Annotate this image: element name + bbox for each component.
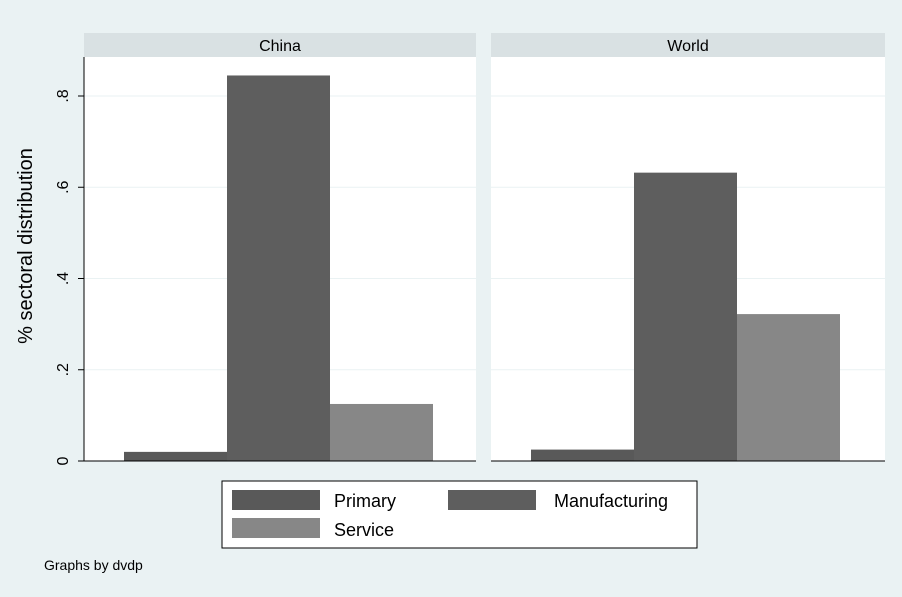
panel-title: China bbox=[259, 38, 301, 55]
panel-header bbox=[491, 33, 885, 57]
bar-primary bbox=[531, 449, 634, 461]
y-axis: 0 .2 .4 .6 .8 bbox=[55, 89, 84, 465]
legend-swatch bbox=[448, 490, 536, 510]
panel-world: World bbox=[491, 33, 885, 462]
panel-title: World bbox=[667, 38, 709, 55]
legend-swatch bbox=[232, 518, 320, 538]
y-axis-title: % sectoral distribution bbox=[15, 148, 37, 344]
bar-service bbox=[737, 314, 840, 461]
y-tick-label: .4 bbox=[55, 272, 72, 285]
bar-service bbox=[330, 403, 433, 461]
legend: Primary Manufacturing Service bbox=[221, 480, 698, 549]
y-tick-label: .2 bbox=[55, 363, 72, 376]
bar-manufacturing bbox=[634, 172, 737, 461]
legend-label: Service bbox=[334, 520, 394, 540]
panel-header bbox=[84, 33, 476, 57]
legend-label: Manufacturing bbox=[554, 491, 668, 511]
legend-label: Primary bbox=[334, 491, 396, 511]
legend-item-service: Service bbox=[232, 518, 394, 540]
legend-item-primary: Primary bbox=[232, 490, 396, 511]
legend-item-manufacturing: Manufacturing bbox=[448, 490, 668, 511]
bar-primary bbox=[124, 451, 227, 461]
y-tick-label: 0 bbox=[55, 456, 72, 465]
note-text: Graphs by dvdp bbox=[44, 557, 143, 573]
panel-china: China bbox=[83, 33, 476, 462]
y-tick-label: .6 bbox=[55, 180, 72, 193]
legend-swatch bbox=[232, 490, 320, 510]
y-tick-label: .8 bbox=[55, 89, 72, 102]
panels: China World bbox=[83, 33, 885, 462]
bar-manufacturing bbox=[227, 75, 330, 461]
